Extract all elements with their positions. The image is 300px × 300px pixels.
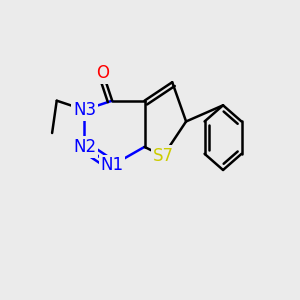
Text: N3: N3 — [73, 101, 96, 119]
Text: N2: N2 — [73, 138, 96, 156]
Text: O: O — [96, 64, 110, 82]
Text: N1: N1 — [100, 156, 124, 174]
Text: S7: S7 — [152, 147, 173, 165]
